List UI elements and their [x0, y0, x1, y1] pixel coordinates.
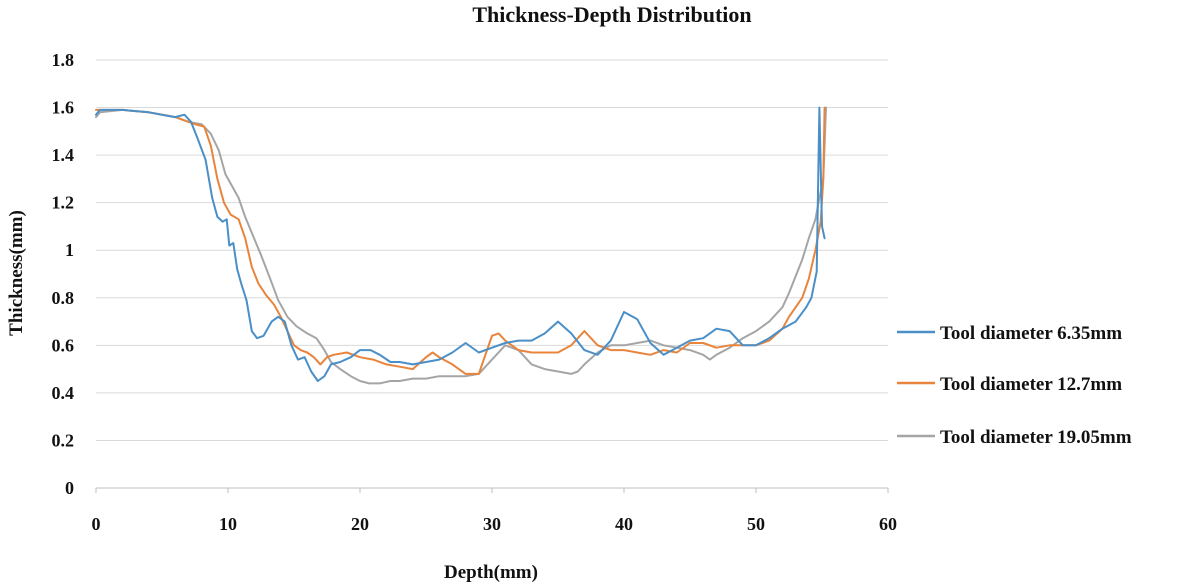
series-line-3: [95, 106, 827, 385]
x-tick-label: 20: [351, 514, 369, 534]
legend: Tool diameter 6.35mm Tool diameter 12.7mm…: [897, 323, 1132, 448]
x-axis: 0 10 20 30 40 50 60: [92, 487, 897, 534]
x-tick-label: 60: [879, 514, 897, 534]
y-tick-label: 1.8: [52, 50, 75, 70]
y-tick-label: 0.8: [52, 288, 75, 308]
x-tick-label: 50: [747, 514, 765, 534]
legend-label-3: Tool diameter 19.05mm: [940, 427, 1132, 448]
y-tick-label: 1.6: [52, 98, 75, 118]
series-line-2: [95, 106, 826, 375]
y-tick-label: 0.2: [52, 430, 75, 450]
x-tick-label: 10: [219, 514, 237, 534]
y-axis-label: Thickness(mm): [6, 210, 27, 336]
y-axis: 0 0.2 0.4 0.6 0.8 1 1.2 1.4 1.6 1.8: [52, 50, 75, 498]
legend-label-2: Tool diameter 12.7mm: [940, 374, 1122, 395]
gridlines: [96, 59, 888, 441]
y-tick-label: 0: [65, 478, 74, 498]
x-tick-label: 0: [92, 514, 101, 534]
series-lines: [95, 106, 827, 385]
y-tick-label: 0.4: [52, 383, 75, 403]
chart-title: Thickness-Depth Distribution: [472, 2, 751, 27]
y-tick-label: 1.2: [52, 193, 75, 213]
x-axis-label: Depth(mm): [444, 562, 538, 583]
y-tick-label: 0.6: [52, 335, 75, 355]
series-line-1: [95, 106, 826, 382]
x-tick-label: 30: [483, 514, 501, 534]
y-tick-label: 1.4: [52, 145, 75, 165]
x-tick-label: 40: [615, 514, 633, 534]
legend-label-1: Tool diameter 6.35mm: [940, 323, 1122, 344]
y-tick-label: 1: [65, 240, 74, 260]
